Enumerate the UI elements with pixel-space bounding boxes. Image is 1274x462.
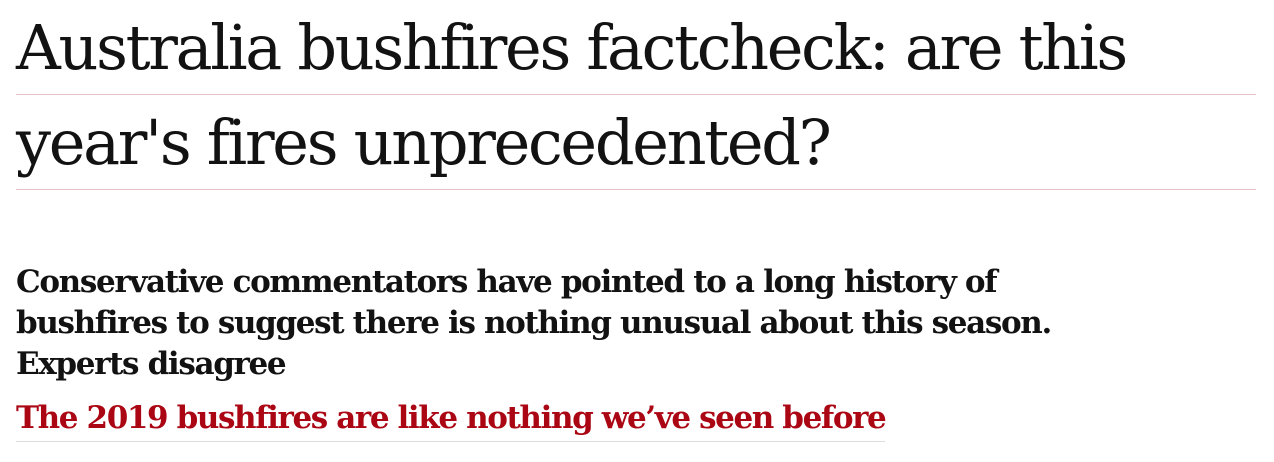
related-article-link[interactable]: The 2019 bushfires are like nothing we’v… — [16, 396, 887, 442]
article-headline: Australia bushfires factcheck: are this … — [16, 0, 1256, 190]
standfirst-line: Conservative commentators have pointed t… — [16, 264, 998, 300]
standfirst-line: Experts disagree — [16, 346, 287, 382]
headline-line: year's fires unprecedented? — [16, 106, 832, 179]
article-standfirst: Conservative commentators have pointed t… — [16, 262, 1116, 385]
standfirst-line: bushfires to suggest there is nothing un… — [16, 305, 1052, 341]
headline-line: Australia bushfires factcheck: are this — [16, 11, 1128, 84]
